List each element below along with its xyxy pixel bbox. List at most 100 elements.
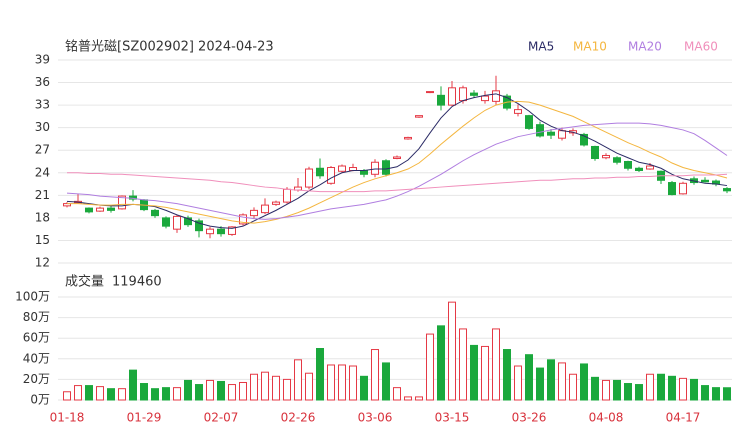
legend-label: MA10 xyxy=(573,40,607,54)
candle-body xyxy=(173,215,181,230)
candle-body xyxy=(723,188,731,192)
y-tick-label: 33 xyxy=(35,98,50,112)
volume-bar xyxy=(492,328,500,401)
volume-bar xyxy=(437,325,445,401)
candle-body xyxy=(283,188,291,203)
volume-title: 成交量 xyxy=(65,274,104,290)
legend-label: MA5 xyxy=(528,40,554,54)
candle-body xyxy=(415,115,423,118)
y-tick-label: 39 xyxy=(35,53,50,67)
volume-bar xyxy=(96,386,104,401)
candle-body xyxy=(272,201,280,205)
x-tick-label: 03-06 xyxy=(358,411,393,425)
candle-body xyxy=(591,145,599,159)
volume-bar xyxy=(613,379,621,401)
volume-bar xyxy=(206,379,214,401)
y-tick-label: 30 xyxy=(35,120,50,134)
y-tick-label: 40万 xyxy=(23,351,50,365)
chart-title: 铭普光磁[SZ002902] 2024-04-23 xyxy=(65,40,274,55)
volume-bar xyxy=(250,373,258,401)
volume-bar xyxy=(239,381,247,401)
candle-body xyxy=(679,182,687,195)
volume-bar xyxy=(140,383,148,401)
volume-bar xyxy=(360,375,368,401)
ma-line xyxy=(67,172,728,193)
volume-bar xyxy=(404,396,412,401)
ma-line xyxy=(66,93,728,229)
volume-bar xyxy=(701,385,709,401)
volume-bar xyxy=(184,379,192,401)
volume-bar xyxy=(173,387,181,401)
x-tick-label: 03-26 xyxy=(512,411,547,425)
candle-body xyxy=(426,91,434,94)
volume-bar xyxy=(371,349,379,401)
volume-bar xyxy=(723,387,731,401)
candle-body xyxy=(635,167,643,172)
volume-bar xyxy=(481,345,489,401)
volume-bar xyxy=(558,362,566,401)
candle-body xyxy=(602,154,610,159)
y-tick-label: 100万 xyxy=(15,290,50,304)
y-tick-label: 0万 xyxy=(30,393,50,407)
volume-bar xyxy=(195,384,203,401)
candle-body xyxy=(459,87,467,102)
volume-bar xyxy=(459,328,467,401)
volume-bar xyxy=(635,384,643,401)
volume-bar xyxy=(679,377,687,401)
y-tick-label: 15 xyxy=(35,233,50,247)
volume-bar xyxy=(503,349,511,401)
volume-bar xyxy=(107,388,115,401)
volume-bar xyxy=(547,359,555,401)
y-tick-label: 12 xyxy=(35,256,50,270)
candle-body xyxy=(305,168,313,188)
x-tick-label: 01-29 xyxy=(127,411,162,425)
candle-body xyxy=(129,195,137,200)
x-tick-label: 02-07 xyxy=(204,411,239,425)
candle-body xyxy=(338,165,346,172)
volume-bar xyxy=(426,333,434,401)
volume-bar xyxy=(712,387,720,401)
volume-bar xyxy=(85,385,93,401)
ma-line xyxy=(67,100,728,224)
ma-line xyxy=(66,122,728,220)
candle-body xyxy=(514,109,522,114)
volume-bar xyxy=(470,344,478,401)
x-tick-label: 03-15 xyxy=(435,411,470,425)
volume-bar xyxy=(525,354,533,401)
volume-bar xyxy=(272,375,280,401)
candle-body xyxy=(701,179,709,183)
volume-bar xyxy=(261,371,269,401)
volume-bar xyxy=(349,365,357,401)
volume-bar xyxy=(162,387,170,401)
y-tick-label: 20万 xyxy=(23,372,50,386)
candle-body xyxy=(382,160,390,175)
x-tick-label: 02-26 xyxy=(281,411,316,425)
volume-bar xyxy=(129,369,137,401)
candle-body xyxy=(228,226,236,235)
volume-bar xyxy=(305,372,313,401)
volume-bar xyxy=(646,373,654,401)
candle-body xyxy=(492,90,500,102)
legend-label: MA60 xyxy=(684,40,718,54)
x-tick-label: 04-17 xyxy=(666,411,701,425)
volume-bar xyxy=(118,388,126,401)
candle-body xyxy=(481,95,489,102)
candle-body xyxy=(118,195,126,210)
volume-bar xyxy=(569,373,577,401)
candle-body xyxy=(250,209,258,217)
candle-body xyxy=(327,167,335,184)
y-tick-label: 21 xyxy=(35,188,50,202)
candle-body xyxy=(316,167,324,177)
candle-body xyxy=(206,228,214,235)
volume-bar xyxy=(283,378,291,401)
volume-bar xyxy=(217,380,225,401)
candle-body xyxy=(151,209,159,217)
volume-bar xyxy=(327,364,335,401)
candle-body xyxy=(404,136,412,140)
y-tick-label: 36 xyxy=(35,75,50,89)
candle-body xyxy=(96,207,104,212)
volume-bar xyxy=(415,396,423,401)
candle-body xyxy=(580,133,588,146)
volume-bar xyxy=(393,387,401,401)
